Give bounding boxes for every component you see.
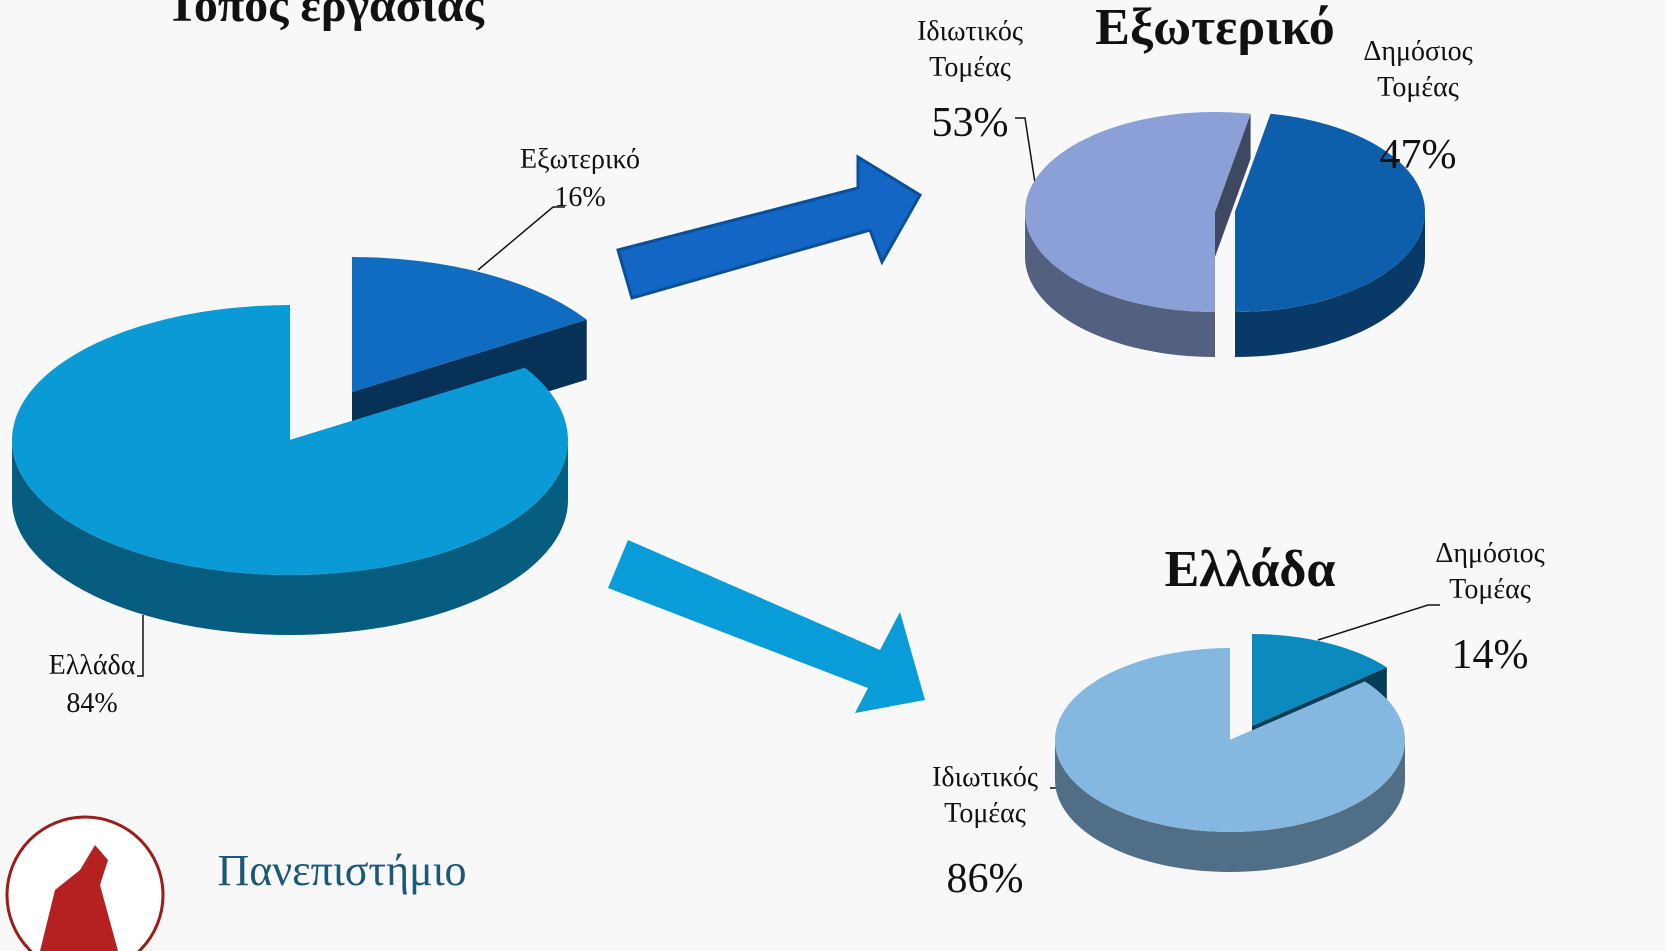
category-label: Δημόσιος Τομέας [1435,538,1545,606]
value-label: 86% [946,856,1024,902]
leader-line [137,615,144,677]
category-label: Εξωτερικό [519,144,641,175]
value-label: 84% [66,688,118,719]
leader-line [477,206,565,271]
value-label: 53% [931,100,1009,146]
category-label: Ιδιωτικός Τομέας [932,762,1038,830]
chart-title: Ελλάδα [1164,541,1336,598]
category-label: Δημόσιος Τομέας [1363,36,1473,104]
pie-chart [11,257,587,635]
slice [1024,112,1251,312]
chart-title: Εξωτερικό [1095,0,1335,56]
slice [1252,634,1387,726]
slice [11,305,568,575]
slice [1055,648,1405,833]
slice-side [1025,212,1215,357]
arrow-down [608,540,925,713]
value-label: 14% [1451,632,1529,678]
category-label: Ελλάδα [48,650,136,681]
slice-side [12,440,568,635]
footer-text: Πανεπιστήμιο [217,846,467,895]
logo [5,815,165,951]
slice-side [1235,212,1425,357]
leader-lines [137,117,1440,841]
slice [352,257,587,392]
arrow-up [616,154,923,300]
pie-chart [1055,634,1405,872]
chart-title: Τόπος εργασίας [166,0,484,32]
leader-line [1317,604,1440,641]
pie-chart [1024,112,1425,357]
value-label: 16% [554,182,606,213]
slice-cut [1215,113,1251,258]
category-label: Ιδιωτικός Τομέας [917,16,1023,84]
slice-side [1055,740,1405,872]
slice [1235,113,1425,313]
value-label: 47% [1379,132,1457,178]
leader-line [1015,117,1036,184]
logo-figure [40,845,118,951]
